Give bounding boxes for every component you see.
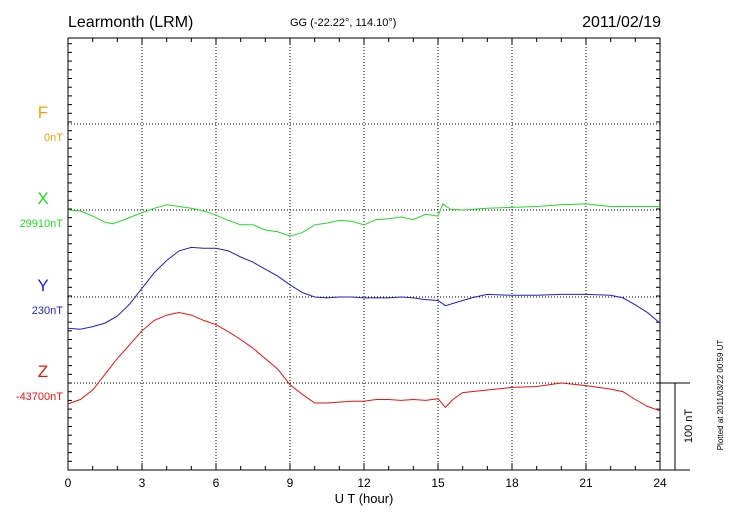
station-coordinates: GG (-22.22°, 114.10°) — [290, 17, 396, 29]
grid — [68, 38, 660, 470]
series-baseline-x: 29910nT — [20, 218, 64, 230]
station-title: Learmonth (LRM) — [68, 14, 193, 31]
x-tick-labels: 0 3 6 9 12 15 18 21 24 — [65, 476, 667, 490]
x-tick-label: 15 — [431, 476, 445, 490]
series-name-f: F — [38, 103, 48, 122]
series-labels: F 0nT X 29910nT Y 230nT Z -43700nT — [16, 103, 63, 403]
series-line-x — [67, 203, 660, 237]
x-tick-label: 6 — [213, 476, 220, 490]
series-name-y: Y — [37, 276, 48, 295]
scale-bar-label: 100 nT — [683, 409, 695, 444]
x-tick-label: 9 — [287, 476, 294, 490]
series-name-z: Z — [38, 362, 48, 381]
series-name-x: X — [37, 189, 48, 208]
x-tick-label: 12 — [357, 476, 371, 490]
series-baseline-y: 230nT — [32, 305, 63, 317]
series-line-z — [67, 311, 661, 412]
series-lines — [67, 203, 661, 412]
plot-date: 2011/02/19 — [582, 14, 661, 31]
series-line-y — [67, 246, 661, 330]
scale-bar: 100 nT — [660, 382, 695, 471]
x-tick-label: 18 — [505, 476, 519, 490]
axis-ticks — [67, 38, 661, 470]
x-tick-label: 21 — [579, 476, 593, 490]
x-tick-label: 3 — [139, 476, 146, 490]
series-baseline-z: -43700nT — [16, 391, 63, 403]
x-axis-label: U T (hour) — [335, 491, 394, 506]
x-tick-label: 24 — [653, 476, 667, 490]
plotted-at-note: Plotted at 2011/03/22 00:59 UT — [716, 340, 725, 451]
x-tick-label: 0 — [65, 476, 72, 490]
series-baseline-f: 0nT — [44, 132, 63, 144]
